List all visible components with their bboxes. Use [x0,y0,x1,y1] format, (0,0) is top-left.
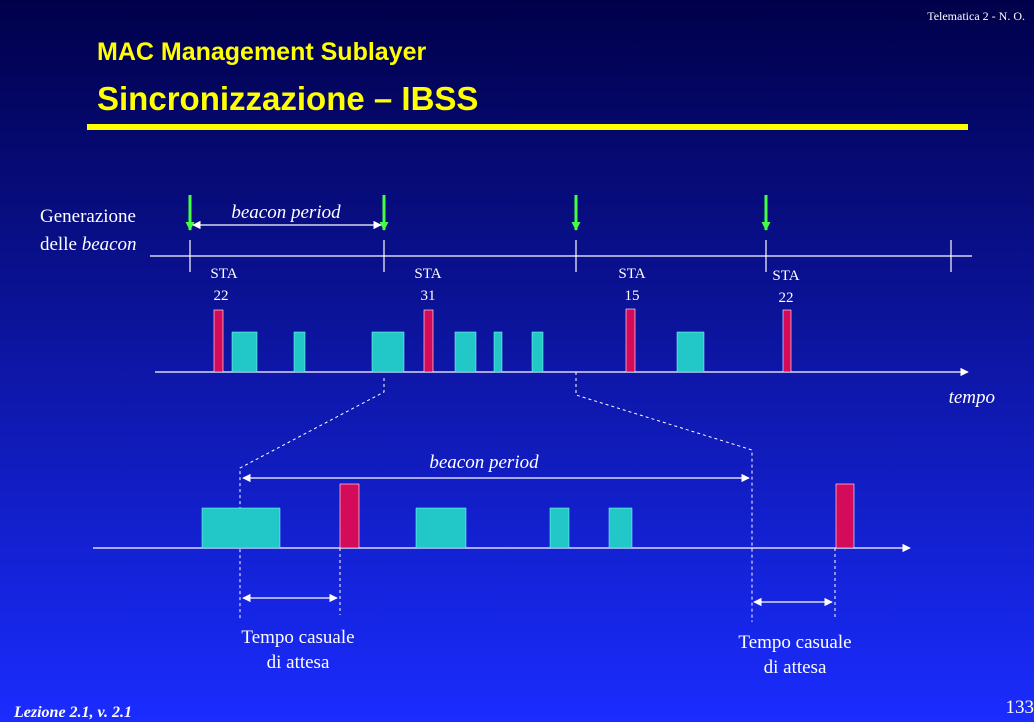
beacon-period-label: beacon period [429,452,539,473]
wait-label: Tempo casuale [738,632,851,653]
station-label: STA [772,268,799,284]
title-rule [87,124,968,130]
frames [213,308,792,373]
time-label: tempo [949,387,995,408]
wait-label: di attesa [267,652,330,673]
lecture: Lezione 2.1, v. 2.1 [13,704,132,721]
station-label: STA [618,266,645,282]
station-id: 31 [421,288,436,304]
beacon-arrows [185,195,771,231]
beacon-period-label: beacon period [231,202,341,223]
title: MAC Management Sublayer [97,38,427,66]
generation-label: delle beacon [40,234,137,255]
station-label: STA [210,266,237,282]
ticks [189,240,952,272]
subtitle: Sincronizzazione – IBSS [97,80,478,117]
station-label: STA [414,266,441,282]
station-id: 22 [779,290,794,306]
wait-label: Tempo casuale [241,627,354,648]
stations: STA 22 STA 31 STA 15 STA 22 [210,266,799,306]
station-id: 15 [625,288,640,304]
station-id: 22 [214,288,229,304]
page-number: 133 [1006,697,1034,718]
wait-label: di attesa [764,657,827,678]
generation-label: Generazione [40,206,136,227]
course: Telematica 2 - N. O. [927,9,1025,23]
zoom-frames [201,483,855,549]
